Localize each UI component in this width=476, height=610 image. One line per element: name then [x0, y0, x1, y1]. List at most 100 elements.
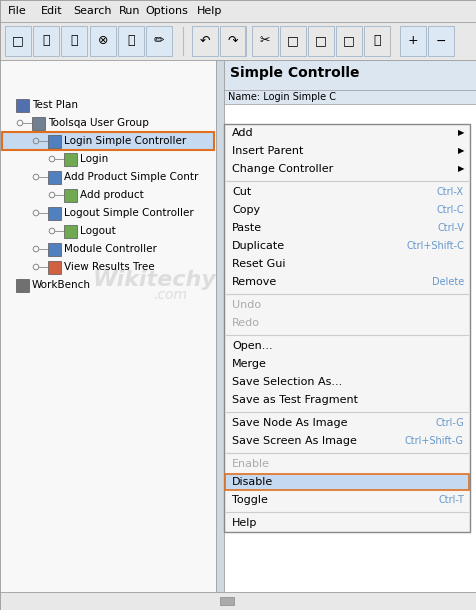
Bar — [0, 22, 476, 60]
Bar — [0, 0, 476, 22]
Text: File: File — [8, 6, 27, 16]
Bar — [2, 132, 214, 150]
Text: Enable: Enable — [231, 459, 269, 469]
Text: ▶: ▶ — [456, 146, 463, 156]
Text: Module Controller: Module Controller — [64, 244, 157, 254]
Text: Logout: Logout — [80, 226, 116, 236]
Text: Help: Help — [197, 6, 222, 16]
Text: ↷: ↷ — [227, 35, 238, 48]
Text: ✏: ✏ — [153, 35, 164, 48]
Text: ↶: ↶ — [199, 35, 210, 48]
Bar — [16, 279, 29, 292]
Text: .com: .com — [153, 288, 187, 302]
Text: □: □ — [287, 35, 298, 48]
Text: Undo: Undo — [231, 300, 260, 310]
Text: 🗂: 🗂 — [42, 35, 50, 48]
Text: Insert Parent: Insert Parent — [231, 146, 303, 156]
Text: Merge: Merge — [231, 359, 266, 369]
Bar — [48, 207, 61, 220]
Text: ▶: ▶ — [456, 165, 463, 173]
Text: Delete: Delete — [431, 277, 463, 287]
Bar — [64, 189, 77, 202]
Text: Redo: Redo — [231, 318, 259, 328]
Text: Remove: Remove — [231, 277, 277, 287]
Text: Save as Test Fragment: Save as Test Fragment — [231, 395, 357, 405]
Text: Ctrl+Shift-G: Ctrl+Shift-G — [404, 436, 463, 446]
Bar — [64, 225, 77, 238]
Bar — [399, 26, 425, 56]
Text: 💾: 💾 — [127, 35, 134, 48]
Text: Login: Login — [80, 154, 108, 164]
Bar — [61, 26, 87, 56]
Bar — [32, 117, 45, 130]
Text: −: − — [435, 35, 446, 48]
Bar — [0, 60, 216, 592]
Text: Toggle: Toggle — [231, 495, 268, 505]
Text: Cut: Cut — [231, 187, 251, 197]
Text: Edit: Edit — [41, 6, 62, 16]
Text: Name: Login Simple C: Name: Login Simple C — [228, 92, 335, 102]
Bar — [48, 243, 61, 256]
Text: Save Node As Image: Save Node As Image — [231, 418, 347, 428]
Text: Ctrl-X: Ctrl-X — [436, 187, 463, 197]
Text: Simple Controlle: Simple Controlle — [229, 66, 359, 80]
Bar — [48, 261, 61, 274]
Text: Test Plan: Test Plan — [32, 100, 78, 110]
Bar — [427, 26, 453, 56]
Text: Save Screen As Image: Save Screen As Image — [231, 436, 356, 446]
Bar — [16, 99, 29, 112]
Bar — [224, 60, 476, 104]
Text: Save Selection As...: Save Selection As... — [231, 377, 342, 387]
Text: 📁: 📁 — [70, 35, 78, 48]
Text: Toolsqa User Group: Toolsqa User Group — [48, 118, 149, 128]
Text: Disable: Disable — [231, 477, 273, 487]
Bar — [216, 60, 224, 592]
Bar — [5, 26, 31, 56]
Text: Open...: Open... — [231, 341, 272, 351]
Text: Run: Run — [119, 6, 140, 16]
Text: Logout Simple Controller: Logout Simple Controller — [64, 208, 193, 218]
Bar — [225, 474, 468, 490]
Text: Options: Options — [145, 6, 188, 16]
Bar — [192, 26, 218, 56]
Bar — [335, 26, 361, 56]
Text: Login Simple Controller: Login Simple Controller — [64, 136, 186, 146]
Bar — [363, 26, 389, 56]
Bar — [146, 26, 172, 56]
Text: Wikitechy: Wikitechy — [93, 270, 217, 290]
Text: 📋: 📋 — [372, 35, 380, 48]
Text: Ctrl-T: Ctrl-T — [437, 495, 463, 505]
Text: Copy: Copy — [231, 205, 259, 215]
Bar — [224, 60, 476, 592]
Bar — [33, 26, 59, 56]
Text: Ctrl-V: Ctrl-V — [436, 223, 463, 233]
Bar — [219, 597, 234, 605]
Bar — [48, 171, 61, 184]
Bar — [224, 124, 469, 532]
Text: Reset Gui: Reset Gui — [231, 259, 285, 269]
Text: +: + — [407, 35, 417, 48]
Text: WorkBench: WorkBench — [32, 280, 91, 290]
Bar — [0, 592, 476, 610]
Text: Search: Search — [73, 6, 112, 16]
Text: Paste: Paste — [231, 223, 262, 233]
Bar — [219, 26, 246, 56]
Text: Duplicate: Duplicate — [231, 241, 285, 251]
Bar — [251, 26, 278, 56]
Text: Ctrl+Shift-C: Ctrl+Shift-C — [405, 241, 463, 251]
Text: View Results Tree: View Results Tree — [64, 262, 154, 272]
Bar — [279, 26, 306, 56]
Text: Change Controller: Change Controller — [231, 164, 333, 174]
Bar — [118, 26, 144, 56]
Text: Ctrl-C: Ctrl-C — [436, 205, 463, 215]
Text: □: □ — [12, 35, 24, 48]
Text: □: □ — [315, 35, 326, 48]
Text: ⊗: ⊗ — [98, 35, 108, 48]
Text: □: □ — [342, 35, 354, 48]
Text: Add Product Simple Contr: Add Product Simple Contr — [64, 172, 198, 182]
Text: Add: Add — [231, 128, 253, 138]
Bar — [90, 26, 116, 56]
Text: Add product: Add product — [80, 190, 143, 200]
Text: Ctrl-G: Ctrl-G — [434, 418, 463, 428]
Text: Help: Help — [231, 518, 257, 528]
